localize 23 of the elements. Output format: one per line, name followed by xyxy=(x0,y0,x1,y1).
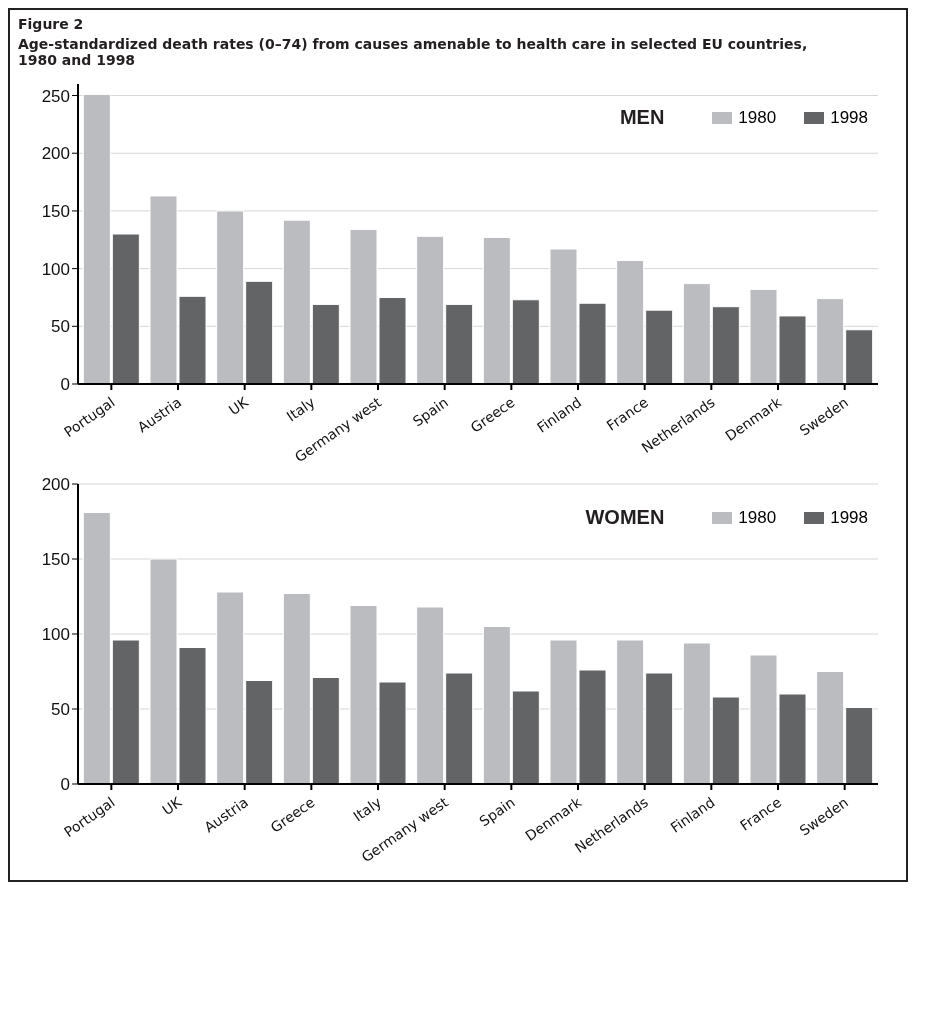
annotation: WOMEN xyxy=(585,506,665,529)
y-tick-label: 250 xyxy=(41,86,70,106)
y-tick-label: 200 xyxy=(41,144,70,164)
x-tick-label: UK xyxy=(159,793,185,819)
y-tick-label: 50 xyxy=(51,700,70,720)
chart-title: Figure 2 xyxy=(18,16,85,32)
y-tick-label: 150 xyxy=(41,201,70,221)
legend-label: 1998 xyxy=(829,107,868,128)
x-tick-label: UK xyxy=(225,393,252,419)
chart-subtitle: Age-standardized death rates (0–74) from causes amenable to health care in selected EU countries, 1980 and 1998 xyxy=(18,36,808,68)
y-tick-label: 150 xyxy=(41,550,70,570)
x-tick-label: Italy xyxy=(283,393,318,425)
x-tick-label: Italy xyxy=(350,793,385,825)
legend-label: 1998 xyxy=(829,507,868,528)
legend-label: 1980 xyxy=(737,107,777,128)
y-tick-label: 200 xyxy=(41,475,70,495)
annotation: MEN xyxy=(619,106,665,129)
y-tick-label: 100 xyxy=(41,259,70,279)
y-tick-label: 50 xyxy=(51,317,70,337)
y-tick-label: 0 xyxy=(60,375,70,395)
y-tick-label: 0 xyxy=(60,775,70,795)
legend-label: 1980 xyxy=(737,507,777,528)
y-tick-label: 100 xyxy=(41,625,70,645)
